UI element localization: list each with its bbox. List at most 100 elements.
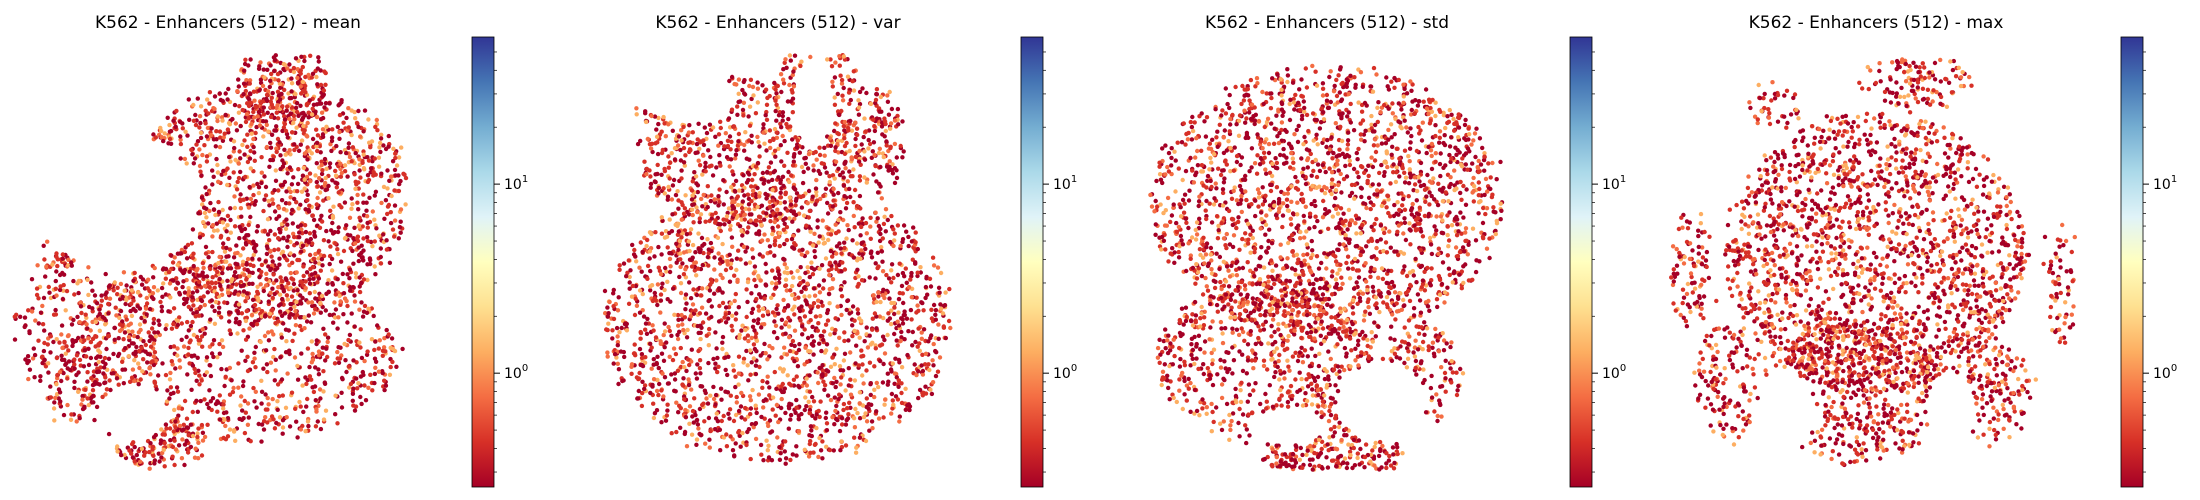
scatter-point: [236, 302, 242, 307]
scatter-point: [848, 194, 853, 200]
scatter-point: [159, 134, 164, 140]
scatter-point: [313, 260, 318, 265]
scatter-point: [288, 251, 293, 256]
scatter-point: [317, 190, 323, 195]
scatter-point: [843, 443, 849, 448]
scatter-point: [839, 416, 845, 421]
scatter-point: [683, 296, 688, 301]
scatter-point: [744, 348, 749, 354]
scatter-point: [247, 81, 252, 86]
scatter-point: [873, 276, 878, 281]
scatter-point: [63, 351, 68, 356]
scatter-point: [165, 115, 170, 121]
scatter-point: [227, 392, 233, 397]
scatter-point: [637, 310, 643, 315]
scatter-point: [232, 102, 238, 108]
scatter-point: [60, 256, 65, 261]
scatter-point: [688, 314, 693, 319]
scatter-point: [310, 71, 316, 77]
scatter-point: [291, 281, 297, 287]
scatter-point: [170, 454, 175, 459]
scatter-point: [783, 461, 788, 466]
scatter-point: [283, 327, 289, 332]
scatter-point: [867, 360, 873, 365]
scatter-point: [71, 278, 76, 284]
scatter-point: [74, 419, 79, 424]
scatter-point: [796, 383, 801, 389]
scatter-point: [651, 415, 657, 421]
scatter-point: [611, 316, 617, 322]
scatter-point: [365, 238, 371, 244]
scatter-point: [661, 186, 666, 191]
scatter-point: [378, 246, 383, 251]
scatter-point: [193, 122, 199, 128]
scatter-point: [278, 153, 283, 158]
scatter-point: [274, 216, 279, 221]
scatter-point: [833, 260, 838, 265]
scatter-point: [126, 329, 131, 334]
scatter-point: [217, 276, 222, 282]
scatter-point: [616, 367, 622, 372]
scatter-point: [264, 122, 269, 128]
scatter-point: [396, 236, 401, 241]
scatter-point: [92, 417, 97, 423]
scatter-point: [288, 285, 293, 291]
scatter-point: [319, 293, 325, 299]
scatter-point: [847, 311, 852, 316]
scatter-point: [751, 356, 756, 361]
scatter-point: [276, 188, 281, 193]
scatter-point: [679, 217, 684, 222]
scatter-point: [138, 377, 143, 382]
scatter-point: [309, 151, 314, 156]
scatter-point: [386, 144, 391, 149]
scatter-point: [259, 422, 265, 427]
scatter-point: [115, 444, 120, 449]
scatter-point: [162, 440, 167, 446]
scatter-point: [917, 387, 923, 393]
scatter-point: [884, 272, 889, 278]
scatter-point: [777, 243, 782, 249]
scatter-point: [224, 410, 229, 415]
scatter-point: [927, 367, 932, 373]
scatter-point: [786, 315, 791, 321]
scatter-point: [816, 380, 821, 386]
scatter-point: [236, 161, 241, 166]
scatter-point: [196, 273, 201, 278]
scatter-point: [302, 151, 308, 156]
scatter-point: [616, 381, 621, 387]
scatter-point: [355, 192, 360, 198]
scatter-point: [166, 141, 171, 146]
scatter-point: [813, 314, 819, 319]
scatter-point: [275, 382, 281, 387]
scatter-point: [812, 293, 818, 298]
scatter-point: [321, 369, 326, 374]
scatter-point: [745, 429, 750, 435]
scatter-point: [778, 195, 784, 200]
scatter-point: [199, 334, 205, 339]
scatter-point: [164, 323, 169, 328]
scatter-point: [834, 379, 839, 384]
scatter-point: [838, 382, 843, 387]
scatter-point: [690, 414, 695, 419]
scatter-point: [738, 444, 743, 449]
scatter-point: [215, 355, 220, 360]
scatter-point: [34, 292, 40, 298]
scatter-point: [22, 315, 28, 320]
scatter-point: [655, 171, 660, 177]
scatter-point: [107, 378, 112, 383]
scatter-point: [759, 238, 765, 243]
scatter-point: [199, 422, 205, 428]
scatter-point: [336, 190, 341, 195]
scatter-point: [381, 345, 387, 350]
scatter-point: [227, 154, 232, 160]
scatter-point: [318, 82, 324, 88]
scatter-point: [808, 450, 813, 455]
scatter-point: [325, 335, 331, 340]
scatter-point: [123, 301, 128, 307]
scatter-point: [759, 452, 764, 457]
scatter-point: [298, 223, 304, 228]
scatter-point: [312, 256, 317, 262]
scatter-point: [765, 448, 770, 453]
scatter-point: [154, 387, 159, 392]
scatter-point: [306, 300, 311, 305]
